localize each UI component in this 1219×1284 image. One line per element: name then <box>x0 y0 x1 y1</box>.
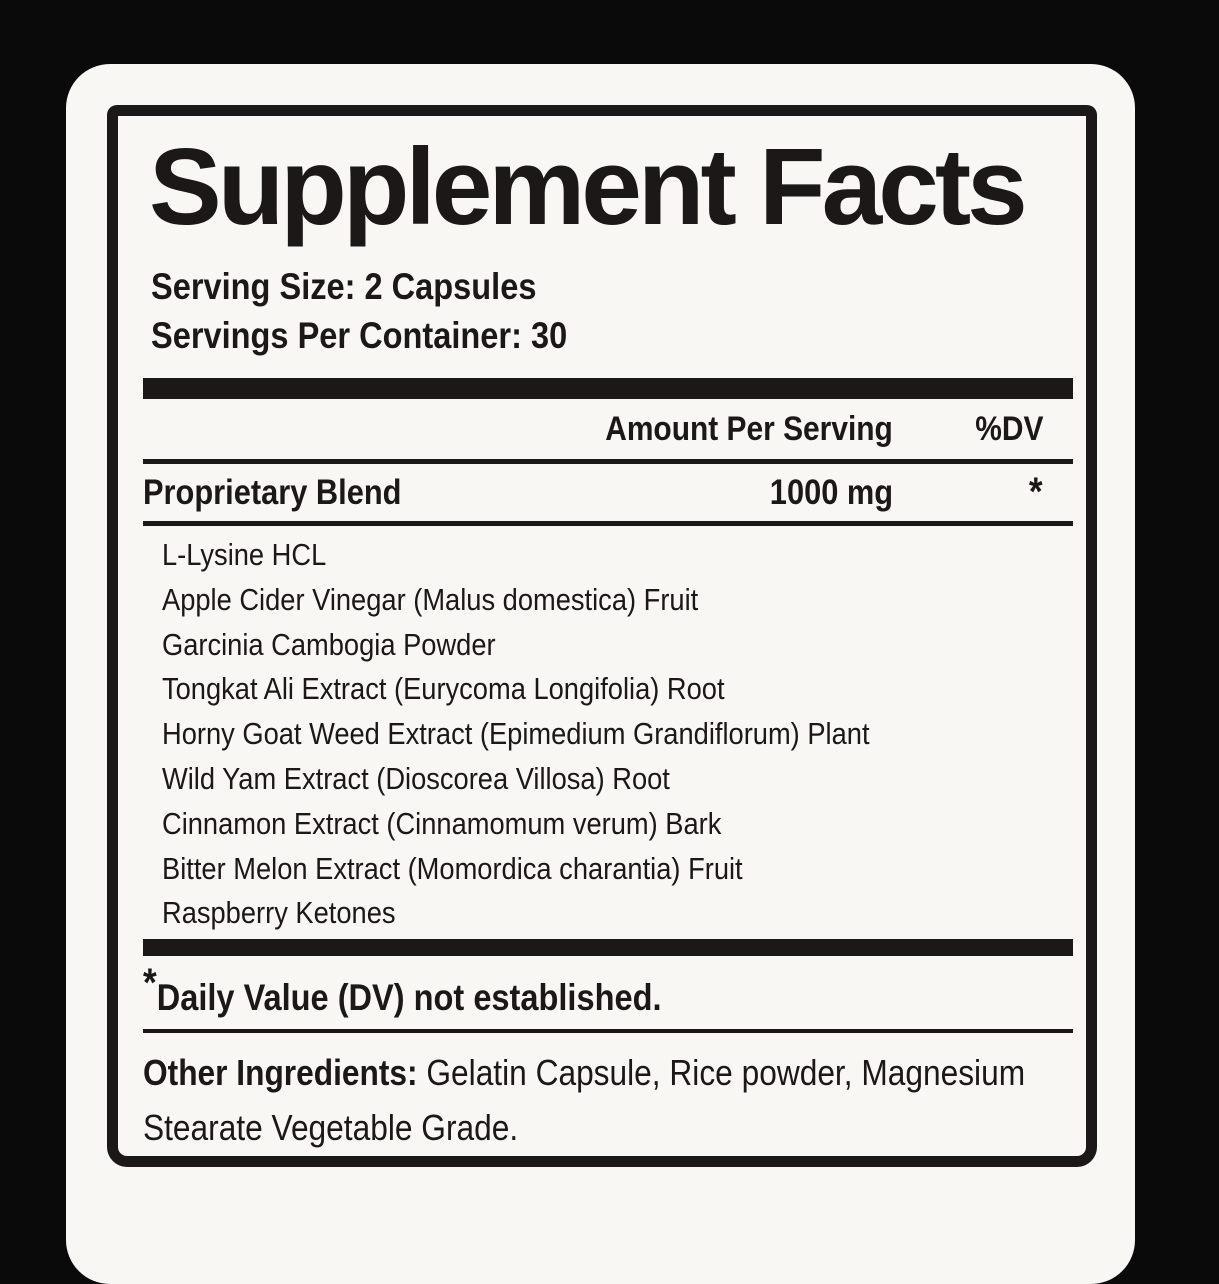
other-ingredients-label: Other Ingredients: <box>143 1052 418 1094</box>
daily-value-footnote: *Daily Value (DV) not established. <box>143 956 1073 1034</box>
thick-divider-top <box>143 378 1073 399</box>
blend-name: Proprietary Blend <box>143 472 402 512</box>
header-amount-per-serving: Amount Per Serving <box>605 410 893 448</box>
other-ingredients-text: Gelatin Capsule, Rice powder, Magnesium … <box>143 1052 1026 1149</box>
ingredient-item: Apple Cider Vinegar (Malus domestica) Fr… <box>162 581 699 617</box>
ingredient-item: Garcinia Cambogia Powder <box>162 626 496 662</box>
ingredient-item: Wild Yam Extract (Dioscorea Villosa) Roo… <box>162 760 670 796</box>
thick-divider-bottom <box>143 939 1073 957</box>
ingredient-item: Tongkat Ali Extract (Eurycoma Longifolia… <box>162 671 725 707</box>
serving-size-text: Serving Size: 2 Capsules <box>151 266 537 307</box>
ingredient-item: Cinnamon Extract (Cinnamomum verum) Bark <box>162 805 722 841</box>
servings-per-container-line: Servings Per Container: 30 <box>151 311 1076 360</box>
blend-amount: 1000 mg <box>769 472 893 512</box>
page-background: Supplement Facts Serving Size: 2 Capsule… <box>66 64 1135 1284</box>
footnote-text: Daily Value (DV) not established. <box>156 977 662 1019</box>
table-header-row: Amount Per Serving %DV <box>143 399 1073 464</box>
blend-dv-asterisk: * <box>1029 470 1043 514</box>
ingredient-item: L-Lysine HCL <box>162 537 327 572</box>
serving-info: Serving Size: 2 Capsules Servings Per Co… <box>151 262 1076 360</box>
other-ingredients: Other Ingredients: Gelatin Capsule, Rice… <box>143 1045 1076 1155</box>
panel-title: Supplement Facts <box>149 126 1028 248</box>
servings-per-container-text: Servings Per Container: 30 <box>151 315 568 356</box>
ingredient-item: Raspberry Ketones <box>162 895 396 931</box>
header-percent-dv: %DV <box>974 410 1043 448</box>
serving-size-line: Serving Size: 2 Capsules <box>151 262 1076 311</box>
ingredient-list: L-Lysine HCL Apple Cider Vinegar (Malus … <box>143 526 1073 939</box>
panel-content: Supplement Facts Serving Size: 2 Capsule… <box>118 130 1086 1155</box>
ingredient-item: Horny Goat Weed Extract (Epimedium Grand… <box>162 716 870 752</box>
supplement-facts-panel: Supplement Facts Serving Size: 2 Capsule… <box>107 105 1097 1167</box>
label-card: Supplement Facts Serving Size: 2 Capsule… <box>66 64 1135 1284</box>
proprietary-blend-row: Proprietary Blend 1000 mg * <box>143 464 1073 526</box>
ingredient-item: Bitter Melon Extract (Momordica charanti… <box>162 850 743 886</box>
footnote-asterisk: * <box>143 961 157 1006</box>
